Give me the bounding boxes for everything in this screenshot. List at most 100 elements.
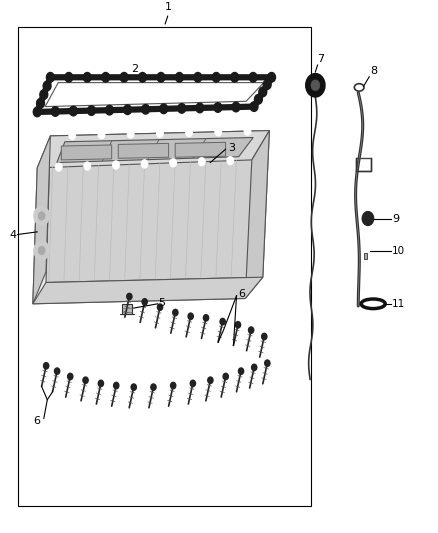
Circle shape bbox=[142, 298, 147, 305]
Circle shape bbox=[88, 106, 95, 116]
Circle shape bbox=[265, 360, 270, 366]
Circle shape bbox=[65, 72, 73, 82]
Circle shape bbox=[38, 212, 45, 220]
Circle shape bbox=[43, 81, 51, 91]
Circle shape bbox=[238, 368, 244, 374]
Polygon shape bbox=[46, 131, 269, 282]
Polygon shape bbox=[245, 131, 269, 298]
Circle shape bbox=[113, 382, 119, 389]
Circle shape bbox=[151, 384, 156, 390]
Circle shape bbox=[131, 384, 136, 390]
Circle shape bbox=[138, 72, 146, 82]
Polygon shape bbox=[37, 131, 269, 168]
Circle shape bbox=[156, 129, 163, 138]
Circle shape bbox=[157, 72, 165, 82]
Circle shape bbox=[215, 127, 222, 136]
Circle shape bbox=[244, 127, 251, 135]
Circle shape bbox=[235, 321, 240, 328]
Polygon shape bbox=[33, 136, 50, 304]
Circle shape bbox=[188, 313, 193, 319]
Circle shape bbox=[34, 241, 49, 260]
Circle shape bbox=[127, 293, 132, 300]
Circle shape bbox=[212, 72, 220, 82]
Circle shape bbox=[120, 72, 128, 82]
Circle shape bbox=[259, 87, 267, 97]
Circle shape bbox=[84, 162, 91, 171]
Polygon shape bbox=[175, 142, 226, 157]
Circle shape bbox=[254, 94, 262, 104]
Text: 1: 1 bbox=[165, 2, 172, 12]
Text: 6: 6 bbox=[34, 416, 41, 426]
Circle shape bbox=[232, 102, 240, 112]
Circle shape bbox=[214, 103, 222, 112]
Circle shape bbox=[51, 107, 59, 116]
Text: 3: 3 bbox=[228, 143, 235, 153]
Circle shape bbox=[196, 103, 204, 112]
Circle shape bbox=[170, 159, 177, 167]
Ellipse shape bbox=[354, 84, 364, 91]
Bar bbox=[364, 253, 367, 259]
Circle shape bbox=[362, 212, 374, 225]
Circle shape bbox=[69, 106, 77, 116]
Circle shape bbox=[198, 158, 205, 166]
Polygon shape bbox=[57, 138, 253, 163]
Circle shape bbox=[127, 130, 134, 138]
Circle shape bbox=[268, 72, 276, 82]
Circle shape bbox=[173, 309, 178, 316]
Polygon shape bbox=[33, 160, 252, 304]
Circle shape bbox=[249, 72, 257, 82]
Circle shape bbox=[194, 72, 202, 82]
Circle shape bbox=[102, 72, 110, 82]
Circle shape bbox=[160, 104, 168, 114]
Polygon shape bbox=[61, 145, 112, 160]
Polygon shape bbox=[45, 83, 264, 107]
Circle shape bbox=[67, 373, 73, 379]
Circle shape bbox=[43, 362, 49, 369]
Circle shape bbox=[248, 327, 254, 333]
Circle shape bbox=[362, 246, 370, 255]
Circle shape bbox=[69, 131, 76, 140]
Circle shape bbox=[40, 90, 48, 100]
Circle shape bbox=[141, 104, 149, 114]
Text: 11: 11 bbox=[392, 299, 405, 309]
Circle shape bbox=[220, 318, 225, 325]
Circle shape bbox=[251, 364, 257, 370]
Circle shape bbox=[36, 99, 45, 108]
Text: 6: 6 bbox=[238, 289, 245, 299]
Circle shape bbox=[203, 314, 208, 321]
Circle shape bbox=[34, 206, 49, 225]
Polygon shape bbox=[33, 277, 263, 304]
Circle shape bbox=[223, 373, 228, 379]
Ellipse shape bbox=[361, 299, 385, 309]
Circle shape bbox=[98, 380, 103, 386]
Circle shape bbox=[55, 163, 62, 172]
Circle shape bbox=[124, 105, 131, 115]
Circle shape bbox=[113, 161, 120, 169]
Circle shape bbox=[83, 377, 88, 383]
Circle shape bbox=[178, 103, 186, 113]
Circle shape bbox=[190, 380, 195, 386]
Circle shape bbox=[227, 157, 234, 165]
Circle shape bbox=[170, 382, 176, 389]
Circle shape bbox=[261, 333, 267, 340]
Circle shape bbox=[250, 102, 258, 111]
Polygon shape bbox=[118, 143, 169, 158]
Circle shape bbox=[83, 72, 91, 82]
Circle shape bbox=[186, 128, 193, 137]
Circle shape bbox=[38, 246, 45, 255]
Circle shape bbox=[54, 368, 60, 374]
Circle shape bbox=[33, 107, 41, 117]
Circle shape bbox=[208, 377, 213, 383]
Circle shape bbox=[306, 74, 325, 97]
Text: 8: 8 bbox=[370, 66, 377, 76]
Text: 4: 4 bbox=[10, 230, 17, 239]
Text: 7: 7 bbox=[318, 54, 325, 64]
Text: 5: 5 bbox=[159, 298, 166, 308]
Bar bbox=[122, 304, 132, 314]
Circle shape bbox=[157, 304, 162, 310]
Circle shape bbox=[98, 131, 105, 139]
Text: 10: 10 bbox=[392, 246, 405, 255]
Polygon shape bbox=[37, 77, 272, 112]
Text: 2: 2 bbox=[131, 63, 138, 74]
Circle shape bbox=[176, 72, 184, 82]
